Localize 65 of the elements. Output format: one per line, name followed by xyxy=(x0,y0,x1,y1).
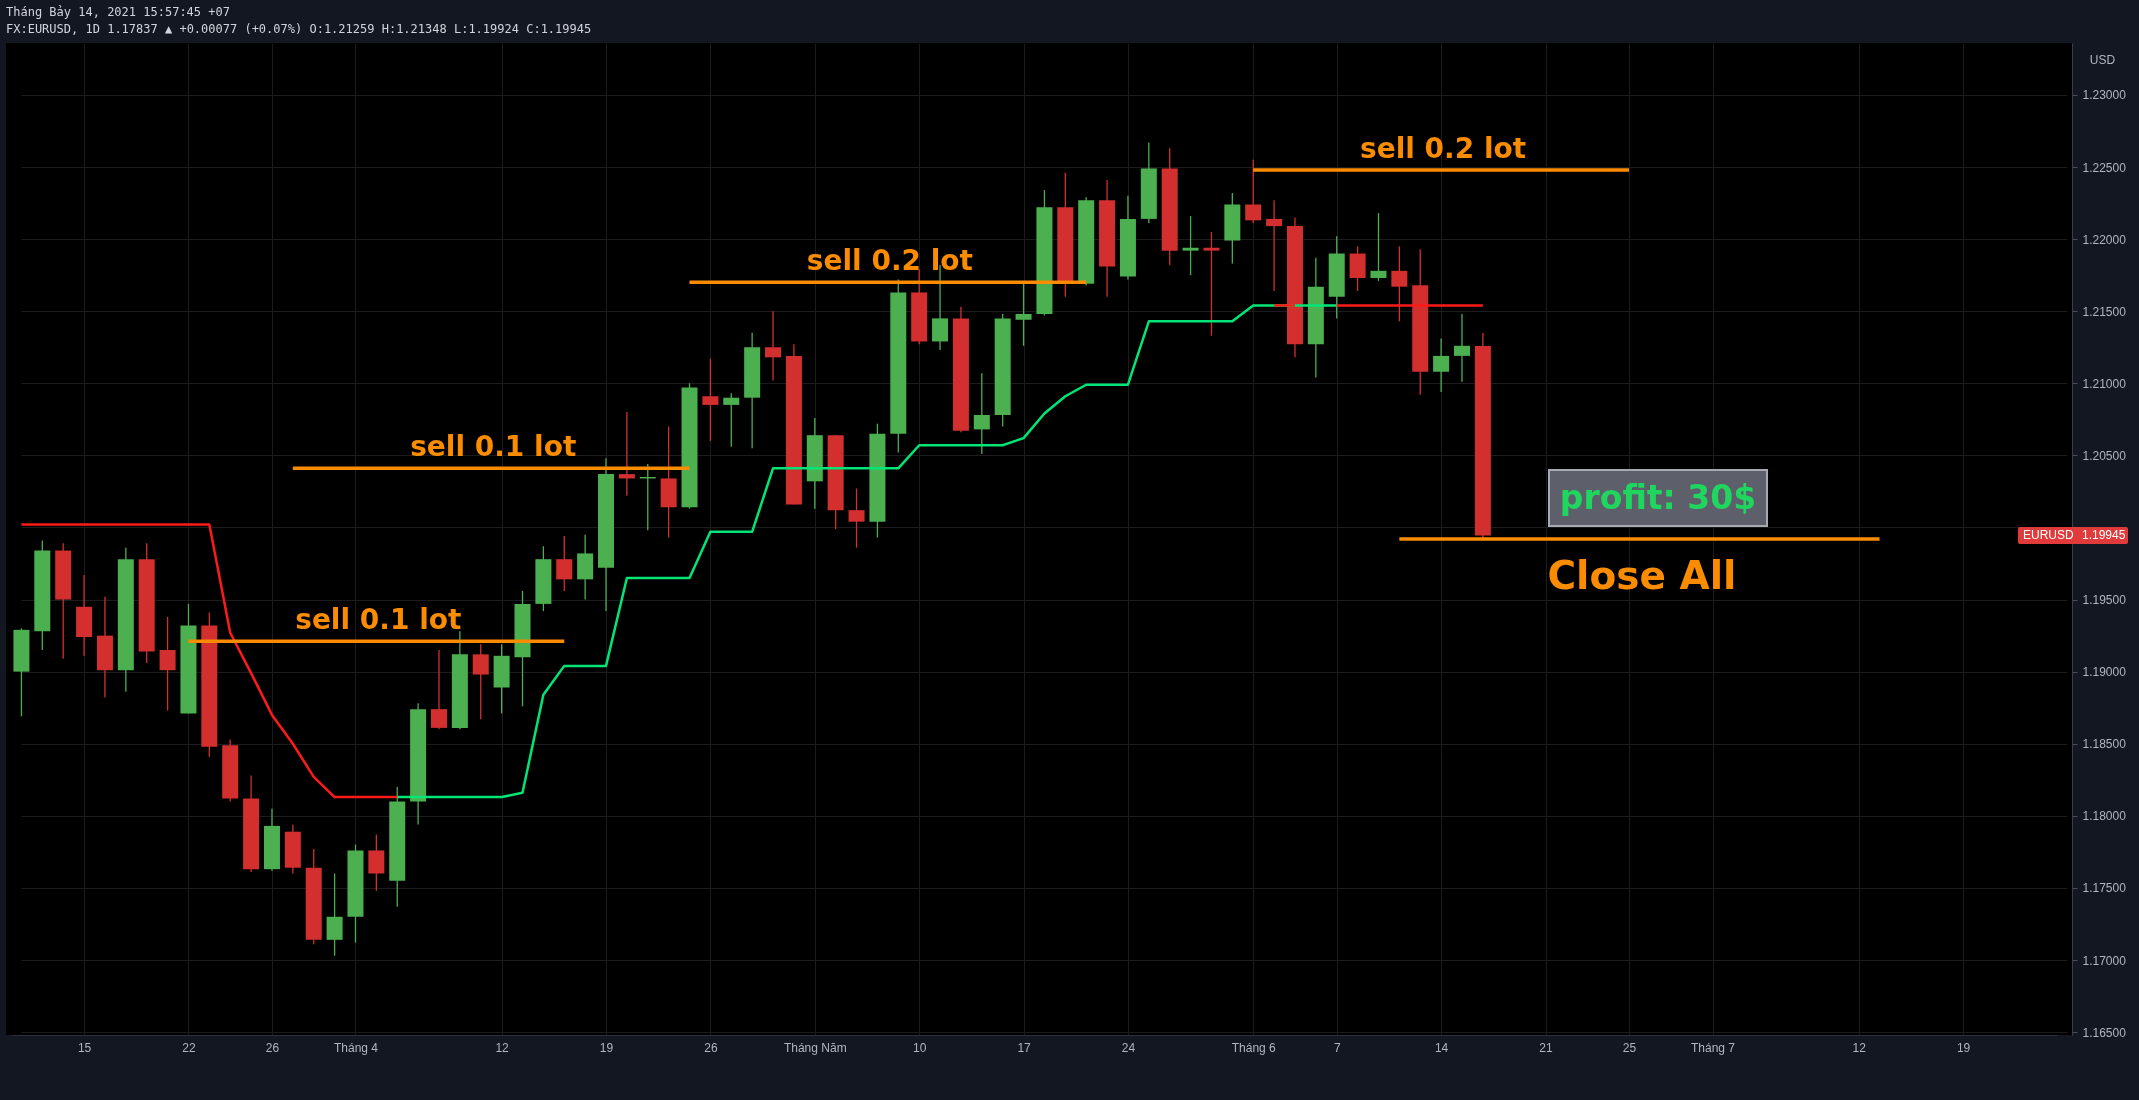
x-tick-label: 7 xyxy=(1333,1040,1341,1055)
candlestick xyxy=(765,310,782,382)
candlestick xyxy=(1203,231,1220,337)
x-tick-label: 10 xyxy=(912,1040,927,1055)
candlestick xyxy=(1182,215,1199,276)
y-tick-label: 1.19500 xyxy=(2082,593,2127,608)
x-tick-label: 14 xyxy=(1434,1040,1449,1055)
y-tick-label: 1.18500 xyxy=(2082,737,2127,752)
candlestick xyxy=(1433,337,1450,393)
candlestick xyxy=(556,535,573,592)
x-tick-label: Tháng 6 xyxy=(1231,1040,1277,1055)
series-label: Close All xyxy=(1547,553,1737,598)
candlestick xyxy=(618,411,635,497)
candlestick xyxy=(159,616,176,712)
series-label: sell 0.1 lot xyxy=(410,430,577,464)
y-tick-label: 1.21000 xyxy=(2082,376,2127,391)
candlestick xyxy=(1015,281,1032,347)
x-tick-label: 17 xyxy=(1017,1040,1032,1055)
candlestick xyxy=(1370,212,1387,282)
candlestick xyxy=(702,358,719,442)
y-tick-label: 1.22500 xyxy=(2082,160,2127,175)
x-tick-label: 19 xyxy=(1956,1040,1971,1055)
chart-subtitle: 1.17837 ▲ +0.00077 (+0.07%) O:1.21259 H:1.21348 L:1.19924 C:1.19945 xyxy=(107,22,592,36)
text: 1.19945 xyxy=(2082,528,2126,543)
y-tick-label: 1.23000 xyxy=(2082,88,2127,103)
annotation: profit: 30$ xyxy=(1559,478,1757,518)
candlestick xyxy=(973,372,990,455)
candlestick xyxy=(326,872,343,957)
x-tick-label: Tháng Năm xyxy=(783,1040,847,1055)
candlestick xyxy=(368,833,385,892)
y-tick-label: 1.21500 xyxy=(2082,304,2127,319)
annotation: EURUSD xyxy=(2023,528,2074,543)
chart-title: FX:EURUSD, 1D xyxy=(6,22,100,36)
y-tick-label: 1.16500 xyxy=(2082,1025,2127,1040)
y-tick-label: 1.22000 xyxy=(2082,232,2127,247)
x-tick-label: 22 xyxy=(182,1040,196,1055)
candlestick xyxy=(1391,245,1408,322)
x-tick-label: 15 xyxy=(77,1040,92,1055)
text: Tháng Bảy 14, 2021 15:57:45 +07 xyxy=(6,5,230,19)
candlestick xyxy=(1266,199,1283,292)
y-tick-label: 1.18000 xyxy=(2082,809,2127,824)
series-label: sell 0.2 lot xyxy=(1359,131,1527,165)
y-tick-label: 1.17500 xyxy=(2082,881,2127,896)
y-tick-label: 1.19000 xyxy=(2082,665,2127,680)
candlestick xyxy=(848,487,865,549)
x-tick-label: 19 xyxy=(599,1040,614,1055)
candlestick xyxy=(723,392,740,448)
x-tick-label: 21 xyxy=(1539,1040,1553,1055)
x-tick-label: Tháng 7 xyxy=(1691,1040,1736,1055)
x-tick-label: 12 xyxy=(495,1040,510,1055)
series-label: sell 0.2 lot xyxy=(806,244,973,278)
x-tick-label: 24 xyxy=(1121,1040,1136,1055)
candlestick xyxy=(1453,313,1470,383)
y-axis-title: USD xyxy=(2089,52,2116,67)
candlestick xyxy=(472,643,489,720)
candlestick xyxy=(430,649,447,730)
x-tick-label: 25 xyxy=(1622,1040,1637,1055)
y-tick-label: 1.17000 xyxy=(2082,953,2127,968)
candlestick xyxy=(1245,159,1262,224)
x-tick-label: Tháng 4 xyxy=(333,1040,379,1055)
x-tick-label: 12 xyxy=(1852,1040,1867,1055)
y-tick-label: 1.20500 xyxy=(2082,448,2127,463)
x-tick-label: 26 xyxy=(704,1040,718,1055)
series-label: sell 0.1 lot xyxy=(295,603,462,637)
x-tick-label: 26 xyxy=(265,1040,280,1055)
